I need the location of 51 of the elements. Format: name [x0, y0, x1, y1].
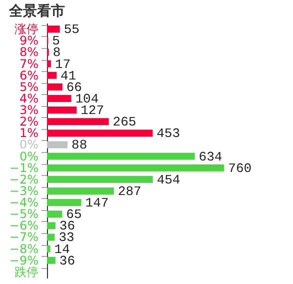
bar — [47, 199, 82, 206]
bar — [47, 187, 114, 194]
y-tick-label: 5% — [19, 80, 38, 94]
bar — [47, 210, 62, 218]
y-tick-label: −2% — [9, 172, 38, 186]
y-tick-label: 9% — [19, 34, 38, 48]
y-tick-label: 8% — [19, 45, 38, 60]
data-label: 287 — [118, 184, 142, 199]
data-label: 454 — [156, 172, 180, 188]
y-tick-label: −6% — [9, 218, 38, 233]
data-label: 634 — [198, 149, 222, 164]
y-tick-label: 4% — [19, 91, 38, 106]
y-tick-label: −8% — [9, 242, 38, 256]
data-label: 147 — [85, 196, 109, 211]
bar — [47, 256, 56, 264]
y-tick-label: −1% — [9, 160, 38, 175]
bar — [47, 106, 77, 114]
y-tick-label: −5% — [9, 207, 38, 222]
bar — [47, 94, 72, 102]
bar — [47, 141, 68, 148]
y-tick-label: 7% — [19, 56, 38, 71]
y-tick-label: −3% — [9, 184, 38, 198]
bar — [47, 222, 56, 230]
y-tick-label: 涨停 — [14, 22, 38, 36]
bar — [47, 152, 195, 160]
bar — [47, 176, 153, 183]
y-tick-label: −4% — [9, 196, 38, 210]
y-tick-label: −7% — [9, 230, 38, 244]
data-label: 265 — [112, 114, 136, 130]
data-label: 760 — [228, 160, 252, 176]
bar — [47, 83, 62, 90]
y-tick-label: 0% — [19, 149, 38, 164]
bar — [47, 234, 55, 241]
bar — [47, 118, 109, 126]
y-tick-label: 1% — [19, 126, 38, 140]
y-tick-label: 0% — [19, 138, 38, 152]
bar — [47, 164, 224, 172]
bar — [47, 245, 50, 252]
y-tick-label: 6% — [19, 68, 38, 82]
y-tick-label: 3% — [19, 103, 38, 118]
data-label: 55 — [64, 22, 80, 38]
bar — [47, 72, 57, 79]
y-tick-label: −9% — [9, 253, 38, 268]
data-label: 88 — [72, 138, 88, 153]
bar — [47, 130, 153, 137]
bar — [47, 26, 60, 33]
y-tick-label: 跌停 — [14, 264, 38, 279]
y-tick-label: 2% — [19, 114, 38, 129]
data-label: 453 — [156, 126, 180, 142]
chart-title: 全景看市 — [8, 2, 65, 20]
bar — [47, 60, 51, 68]
